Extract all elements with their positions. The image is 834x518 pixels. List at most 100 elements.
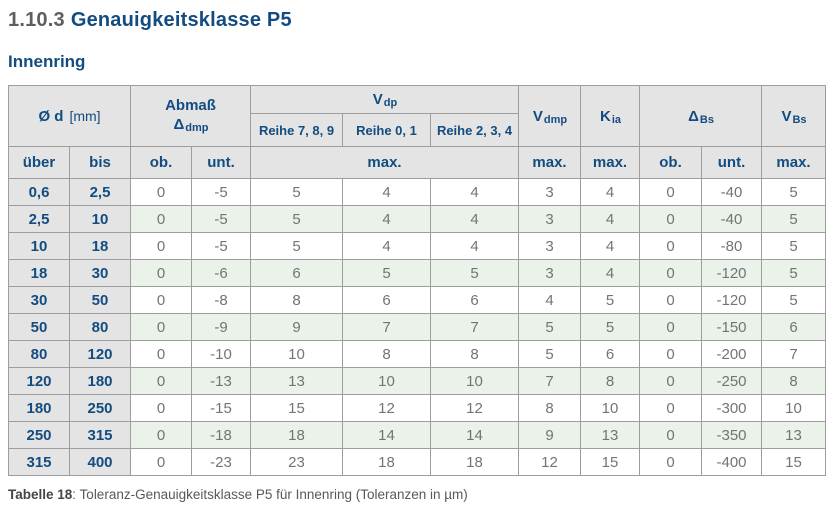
value-cell: 15 bbox=[761, 448, 827, 476]
value-cell: 0 bbox=[639, 448, 703, 476]
table-row: 180 250 0 -15 15 12 12 8 10 0 -300 10 bbox=[8, 394, 827, 422]
value-cell: 5 bbox=[761, 286, 827, 314]
value-cell: 4 bbox=[342, 232, 432, 260]
value-cell: 14 bbox=[342, 421, 432, 449]
value-cell: 0 bbox=[639, 313, 703, 341]
table-row: 120 180 0 -13 13 10 10 7 8 0 -250 8 bbox=[8, 367, 827, 395]
value-cell: 0 bbox=[639, 286, 703, 314]
col-header-dbs: ΔBs bbox=[639, 85, 763, 147]
d-range-cell: 50 bbox=[68, 286, 132, 314]
col-header-kia: Kia bbox=[580, 85, 641, 147]
value-cell: 5 bbox=[430, 259, 520, 287]
d-range-cell: 2,5 bbox=[68, 178, 132, 206]
table-row: 10 18 0 -5 5 4 4 3 4 0 -80 5 bbox=[8, 232, 827, 260]
value-cell: 0 bbox=[639, 259, 703, 287]
value-cell: 5 bbox=[761, 178, 827, 206]
col-header-reihe-01: Reihe 0, 1 bbox=[342, 113, 432, 147]
value-cell: 5 bbox=[761, 205, 827, 233]
value-cell: 18 bbox=[430, 448, 520, 476]
col-header-reihe-789: Reihe 7, 8, 9 bbox=[250, 113, 344, 147]
col-header-vbs-symbol: V bbox=[781, 107, 792, 125]
value-cell: -350 bbox=[701, 421, 763, 449]
value-cell: -120 bbox=[701, 286, 763, 314]
value-cell: 7 bbox=[342, 313, 432, 341]
value-cell: -80 bbox=[701, 232, 763, 260]
table-body: 0,6 2,5 0 -5 5 4 4 3 4 0 -40 5 2,5 10 0 -5 5 4 4 3 4 0 -40 5 10 1… bbox=[8, 178, 827, 476]
value-cell: -40 bbox=[701, 205, 763, 233]
subheader-ob-bs: ob. bbox=[639, 146, 703, 179]
value-cell: -6 bbox=[191, 259, 252, 287]
value-cell: 0 bbox=[639, 178, 703, 206]
col-header-vdp-symbol: V bbox=[372, 91, 383, 108]
value-cell: 3 bbox=[518, 205, 582, 233]
d-range-cell: 315 bbox=[8, 448, 70, 476]
col-header-vdmp-subscript: dmp bbox=[543, 113, 568, 126]
value-cell: 0 bbox=[130, 205, 193, 233]
value-cell: 13 bbox=[250, 367, 344, 395]
value-cell: -5 bbox=[191, 178, 252, 206]
value-cell: 0 bbox=[639, 394, 703, 422]
col-header-abmass: Abmaß Δdmp bbox=[130, 85, 252, 147]
subheader-bis: bis bbox=[68, 146, 132, 179]
table-row: 315 400 0 -23 23 18 18 12 15 0 -400 15 bbox=[8, 448, 827, 476]
col-header-d-unit: [mm] bbox=[69, 107, 101, 124]
section-number: 1.10.3 bbox=[8, 9, 65, 31]
value-cell: 3 bbox=[518, 178, 582, 206]
d-range-cell: 250 bbox=[8, 421, 70, 449]
col-header-vdp-subscript: dp bbox=[383, 97, 398, 109]
value-cell: 7 bbox=[518, 367, 582, 395]
value-cell: 4 bbox=[580, 205, 641, 233]
value-cell: -10 bbox=[191, 340, 252, 368]
d-range-cell: 180 bbox=[68, 367, 132, 395]
table-caption-label: Tabelle 18 bbox=[8, 487, 73, 502]
value-cell: 0 bbox=[130, 394, 193, 422]
value-cell: -200 bbox=[701, 340, 763, 368]
value-cell: 4 bbox=[342, 178, 432, 206]
value-cell: 12 bbox=[430, 394, 520, 422]
value-cell: 0 bbox=[130, 313, 193, 341]
value-cell: 7 bbox=[430, 313, 520, 341]
value-cell: -250 bbox=[701, 367, 763, 395]
table-row: 50 80 0 -9 9 7 7 5 5 0 -150 6 bbox=[8, 313, 827, 341]
value-cell: 7 bbox=[761, 340, 827, 368]
value-cell: 6 bbox=[250, 259, 344, 287]
col-header-abmass-symbol: Δ bbox=[173, 116, 185, 133]
table-row: 80 120 0 -10 10 8 8 5 6 0 -200 7 bbox=[8, 340, 827, 368]
subheader-unt-bs: unt. bbox=[701, 146, 763, 179]
value-cell: 8 bbox=[518, 394, 582, 422]
value-cell: 3 bbox=[518, 259, 582, 287]
value-cell: 6 bbox=[430, 286, 520, 314]
value-cell: 0 bbox=[130, 178, 193, 206]
value-cell: 10 bbox=[761, 394, 827, 422]
value-cell: -150 bbox=[701, 313, 763, 341]
value-cell: 0 bbox=[130, 259, 193, 287]
value-cell: 5 bbox=[580, 286, 641, 314]
value-cell: 4 bbox=[518, 286, 582, 314]
value-cell: 0 bbox=[639, 340, 703, 368]
value-cell: 4 bbox=[430, 178, 520, 206]
value-cell: -40 bbox=[701, 178, 763, 206]
value-cell: 14 bbox=[430, 421, 520, 449]
section-name: Genauigkeitsklasse P5 bbox=[70, 9, 292, 31]
col-header-kia-subscript: ia bbox=[611, 113, 622, 126]
value-cell: 6 bbox=[342, 286, 432, 314]
value-cell: 15 bbox=[580, 448, 641, 476]
col-header-reihe-234: Reihe 2, 3, 4 bbox=[430, 113, 520, 147]
table-caption: Tabelle 18: Toleranz-Genauigkeitsklasse … bbox=[8, 486, 826, 503]
value-cell: 23 bbox=[250, 448, 344, 476]
d-range-cell: 0,6 bbox=[8, 178, 70, 206]
value-cell: 6 bbox=[580, 340, 641, 368]
value-cell: 12 bbox=[342, 394, 432, 422]
value-cell: 12 bbox=[518, 448, 582, 476]
value-cell: 8 bbox=[580, 367, 641, 395]
d-range-cell: 180 bbox=[8, 394, 70, 422]
tolerance-table-p5-innenring: Ø d [mm] Abmaß Δdmp Vdp Vdmp Kia ΔBs VBs R… bbox=[7, 85, 827, 476]
d-range-cell: 18 bbox=[8, 259, 70, 287]
value-cell: 18 bbox=[342, 448, 432, 476]
value-cell: -23 bbox=[191, 448, 252, 476]
value-cell: 9 bbox=[250, 313, 344, 341]
value-cell: 5 bbox=[761, 259, 827, 287]
subheader-max-vbs: max. bbox=[761, 146, 827, 179]
value-cell: 8 bbox=[430, 340, 520, 368]
table-row: 0,6 2,5 0 -5 5 4 4 3 4 0 -40 5 bbox=[8, 178, 827, 206]
